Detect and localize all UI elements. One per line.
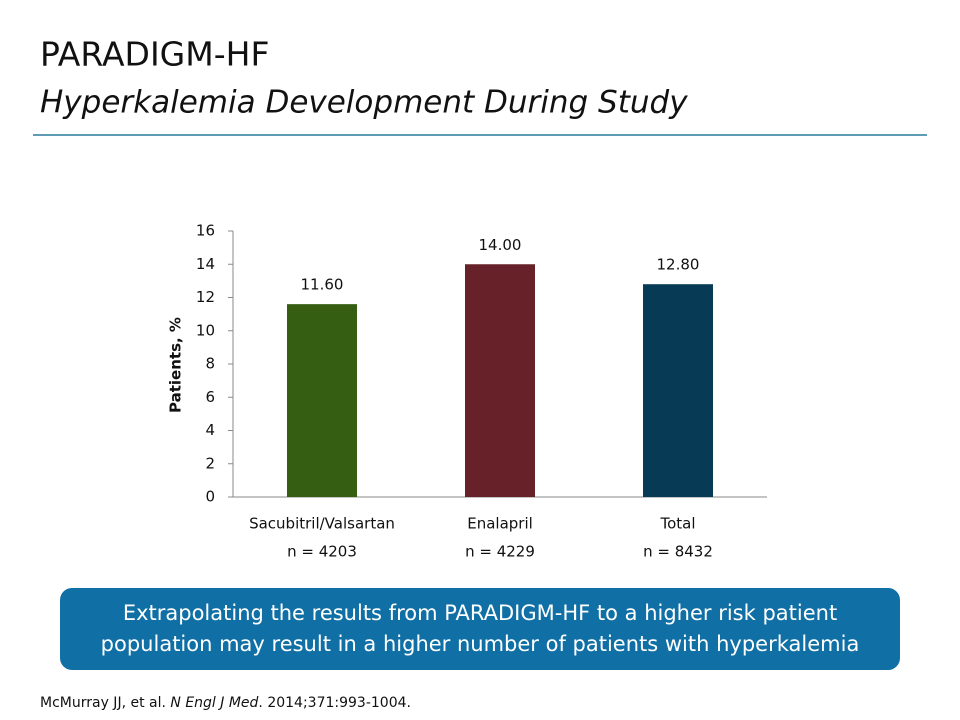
bar <box>465 264 535 497</box>
callout-box <box>60 588 900 670</box>
x-tick-label: Total <box>659 515 695 533</box>
citation-text: McMurray JJ, et al. <box>40 695 170 711</box>
bar <box>287 304 357 497</box>
y-tick-label: 14 <box>196 255 215 273</box>
callout-text: Extrapolating the results from PARADIGM-… <box>123 601 837 625</box>
x-sublabel: n = 4203 <box>287 543 357 561</box>
y-tick-label: 10 <box>196 321 215 339</box>
callout-text: population may result in a higher number… <box>101 632 860 656</box>
y-tick-label: 6 <box>205 388 215 406</box>
data-label: 14.00 <box>479 236 522 254</box>
data-label: 11.60 <box>301 276 344 294</box>
bar <box>643 284 713 497</box>
x-tick-label: Sacubitril/Valsartan <box>249 515 395 533</box>
slide-title: PARADIGM-HF <box>40 35 269 74</box>
x-tick-label: Enalapril <box>467 515 533 533</box>
citation-text: . 2014;371:993-1004. <box>258 695 411 711</box>
citation-journal: N Engl J Med <box>170 695 258 711</box>
y-tick-label: 4 <box>205 421 215 439</box>
y-tick-label: 12 <box>196 288 215 306</box>
citation: McMurray JJ, et al. N Engl J Med. 2014;3… <box>40 695 411 711</box>
slide-subtitle: Hyperkalemia Development During Study <box>40 85 688 121</box>
y-axis-label: Patients, % <box>167 317 185 413</box>
y-tick-label: 2 <box>205 454 215 472</box>
data-label: 12.80 <box>657 256 700 274</box>
x-sublabel: n = 8432 <box>643 543 713 561</box>
y-tick-label: 0 <box>205 488 215 506</box>
y-tick-label: 16 <box>196 222 215 240</box>
x-sublabel: n = 4229 <box>465 543 535 561</box>
y-tick-label: 8 <box>205 355 215 373</box>
